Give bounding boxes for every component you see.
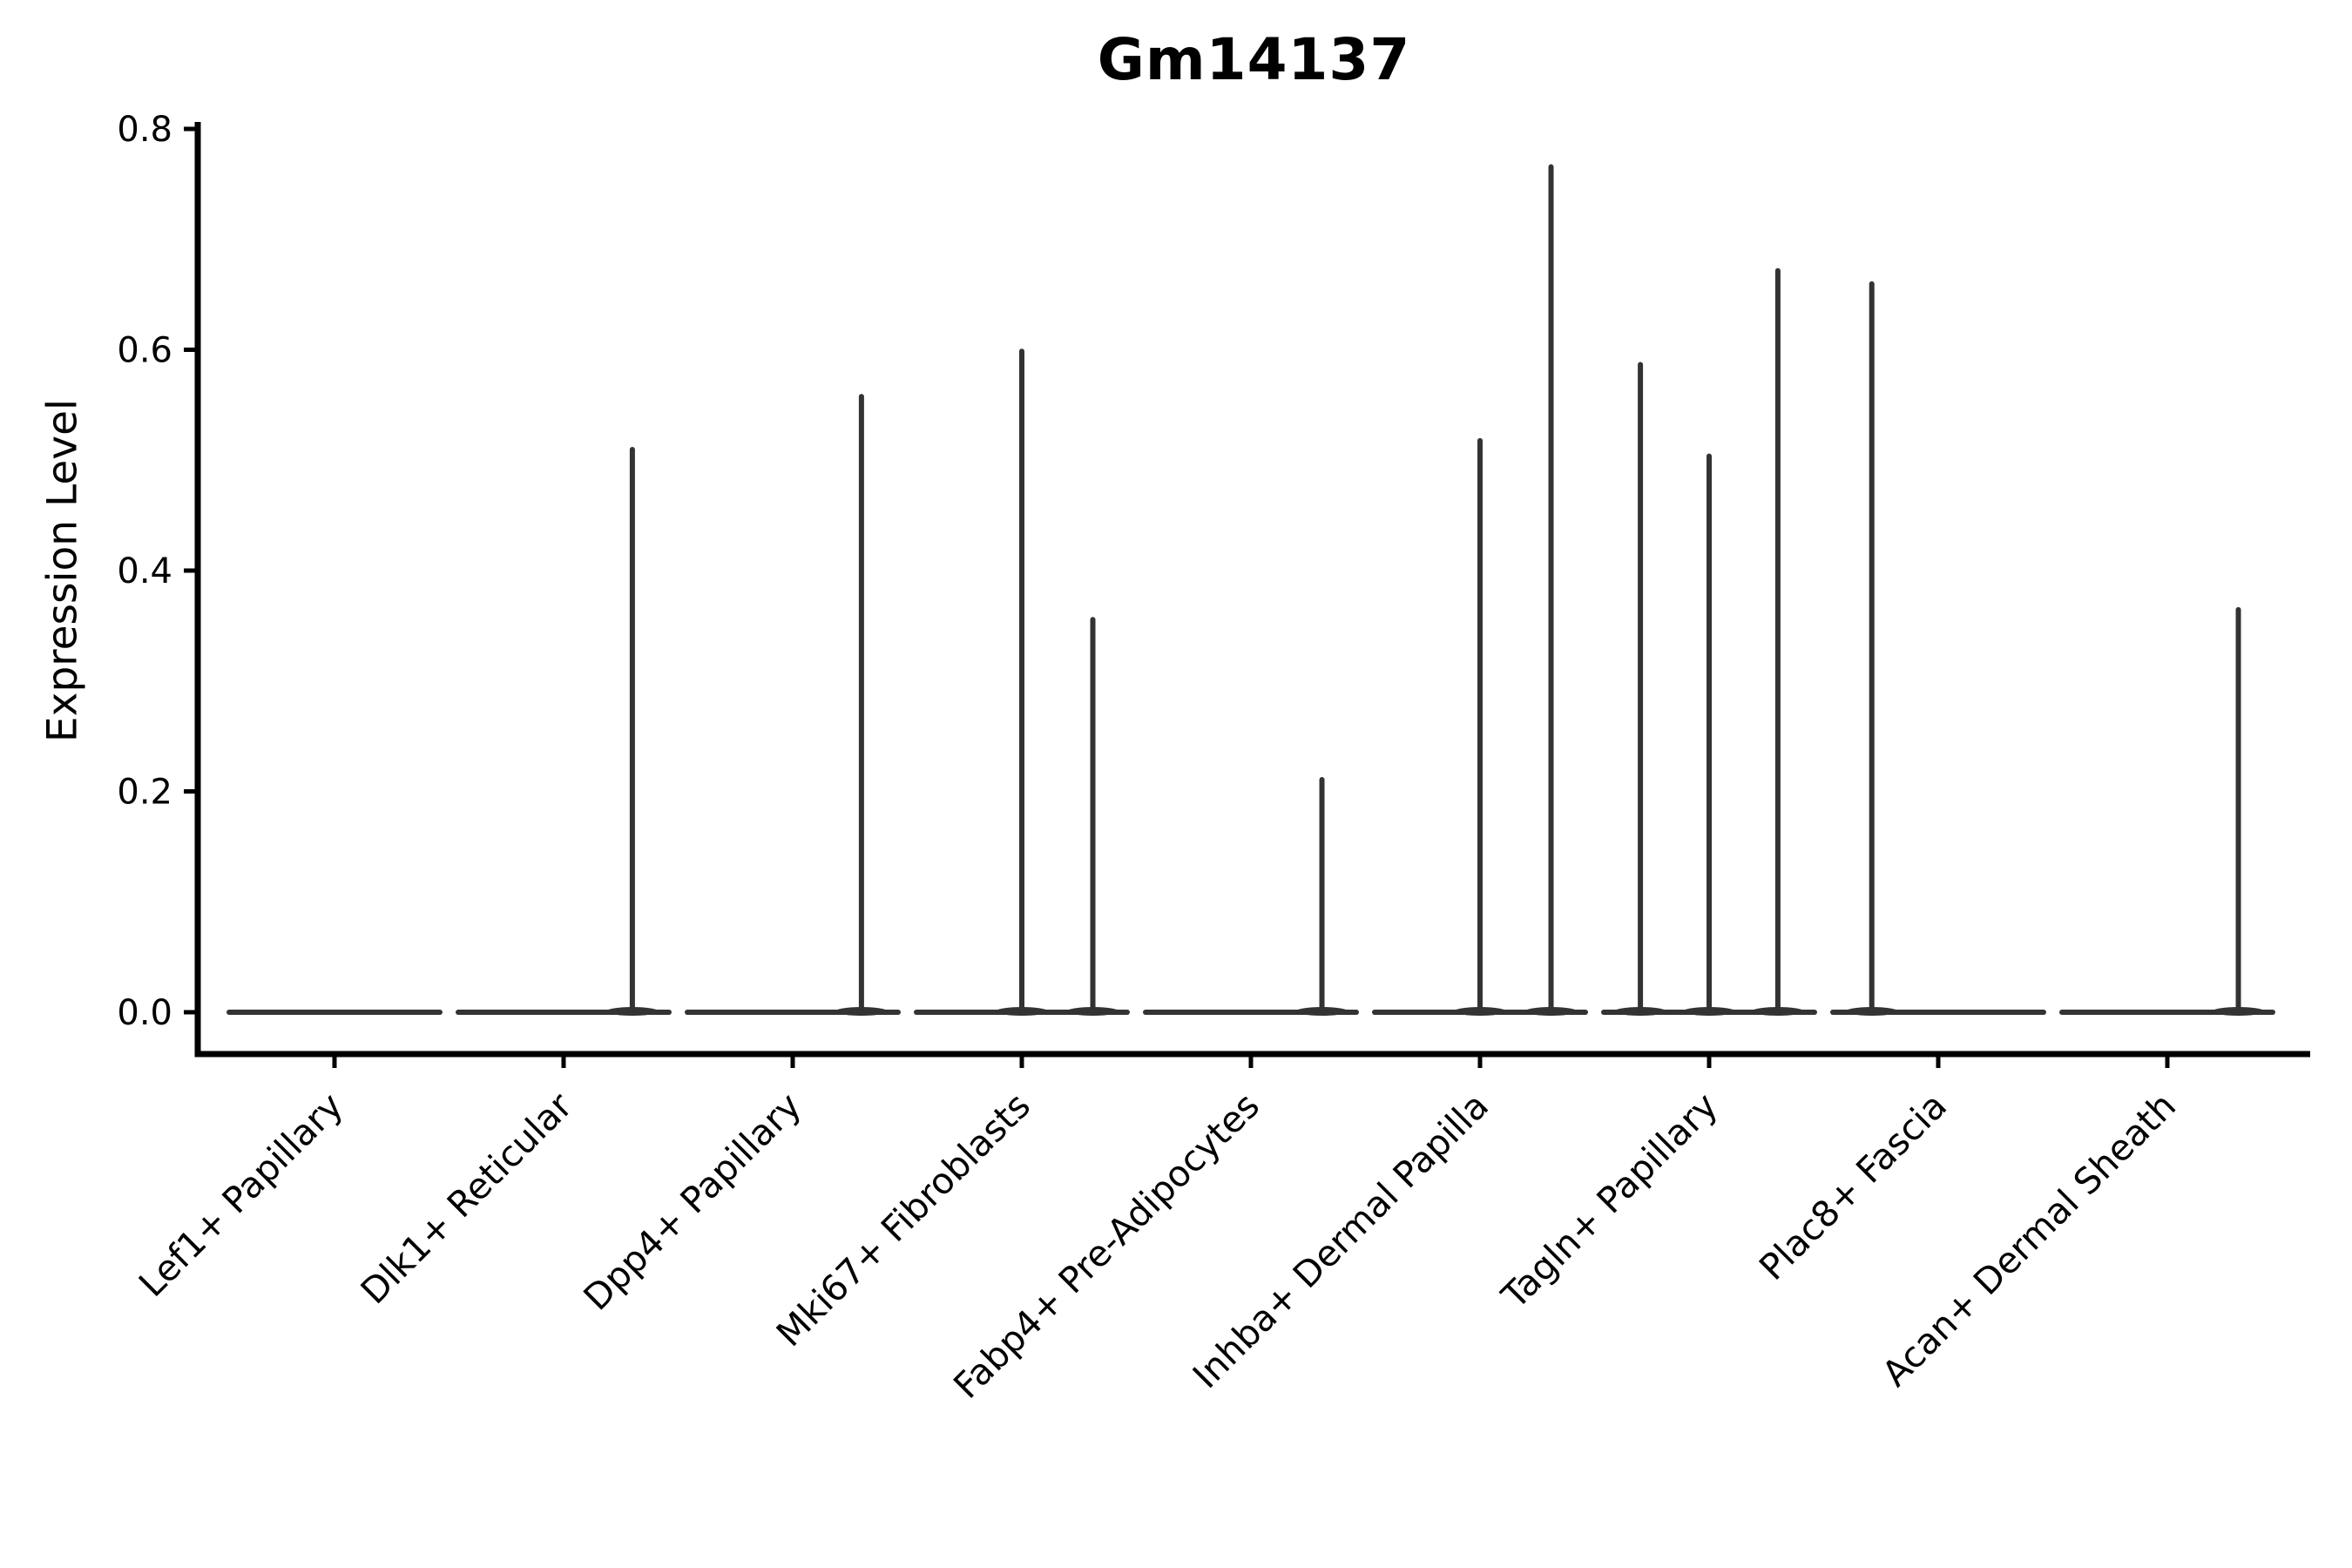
x-category-label: Lef1+ Papillary	[131, 1085, 351, 1305]
x-category-label: Tagln+ Papillary	[1493, 1085, 1726, 1317]
x-category-label: Dlk1+ Reticular	[353, 1085, 580, 1312]
y-tick-label: 0.0	[117, 993, 172, 1033]
chart-title: Gm14137	[1097, 26, 1411, 93]
y-tick-label: 0.4	[117, 551, 172, 591]
x-category-label: Mki67+ Fibroblasts	[768, 1085, 1038, 1355]
y-tick-label: 0.8	[117, 110, 172, 150]
x-category-label: Plac8+ Fascia	[1751, 1085, 1955, 1288]
y-tick-label: 0.6	[117, 331, 172, 371]
x-category-label: Dpp4+ Papillary	[576, 1085, 809, 1318]
y-tick-label: 0.2	[117, 773, 172, 813]
